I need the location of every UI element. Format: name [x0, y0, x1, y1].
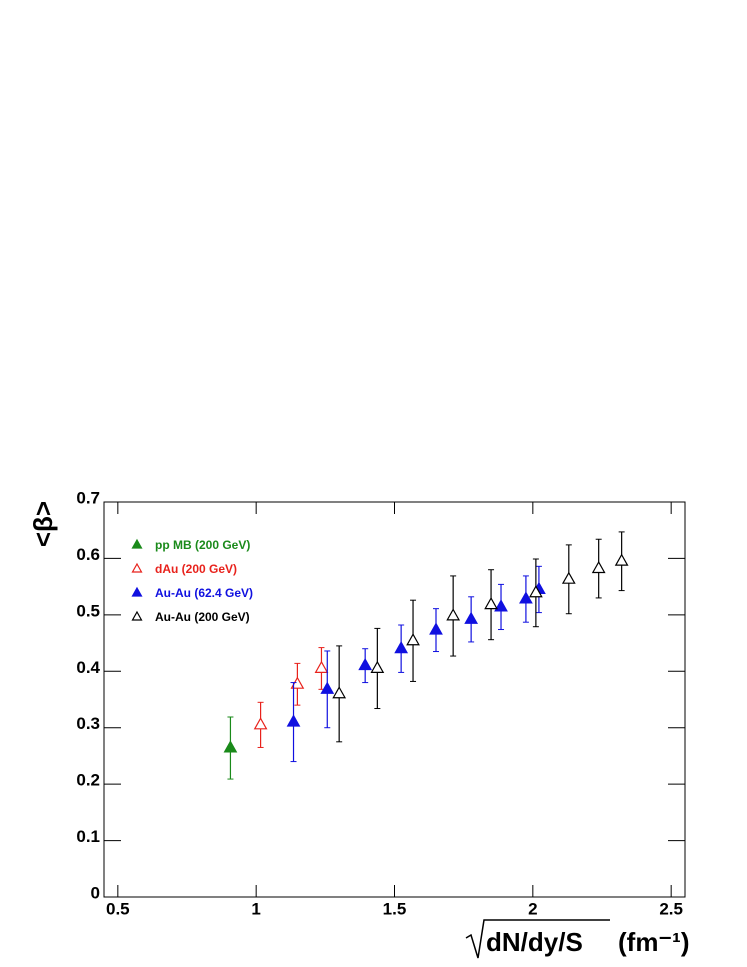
y-tick-label: 0.5	[76, 601, 100, 620]
marker	[429, 622, 443, 635]
y-tick-label: 0.6	[76, 545, 100, 564]
marker	[332, 686, 347, 699]
marker	[223, 740, 238, 753]
marker	[591, 560, 606, 574]
marker	[320, 681, 335, 694]
marker	[614, 553, 629, 566]
y-tick-label: 0.1	[76, 827, 100, 846]
legend-label: Au-Au (200 GeV)	[155, 610, 250, 624]
x-tick-label: 2.5	[659, 899, 683, 918]
marker	[494, 599, 508, 612]
y-tick-label: 0.3	[76, 714, 100, 733]
legend-marker	[131, 610, 143, 621]
x-tick-label: 1.5	[383, 899, 407, 918]
x-tick-label: 0.5	[106, 899, 130, 918]
marker	[394, 640, 409, 654]
marker	[519, 591, 533, 604]
y-tick-label: 0.2	[76, 771, 100, 790]
marker	[561, 571, 576, 584]
legend-marker	[131, 538, 143, 549]
x-axis-label: dN/dy/S	[486, 927, 583, 957]
x-tick-label: 1	[251, 899, 260, 918]
y-axis-label: <β>	[28, 501, 58, 547]
y-tick-label: 0.7	[76, 488, 100, 507]
legend-label: Au-Au (62.4 GeV)	[155, 586, 253, 600]
y-tick-label: 0	[91, 883, 100, 902]
marker	[484, 596, 498, 610]
marker	[286, 714, 301, 727]
marker	[314, 660, 329, 673]
y-tick-label: 0.4	[76, 658, 100, 677]
marker	[529, 585, 543, 598]
x-tick-label: 2	[528, 899, 537, 918]
radical-sign	[465, 919, 610, 959]
legend-marker	[131, 586, 143, 597]
legend-marker	[131, 562, 143, 573]
marker	[370, 660, 385, 673]
legend-label: dAu (200 GeV)	[155, 562, 237, 576]
legend-label: pp MB (200 GeV)	[155, 538, 250, 552]
marker	[406, 633, 420, 646]
x-axis-unit: (fm⁻¹)	[618, 927, 689, 957]
marker	[358, 657, 373, 671]
marker	[446, 608, 461, 621]
marker	[253, 717, 268, 730]
marker	[464, 611, 479, 624]
